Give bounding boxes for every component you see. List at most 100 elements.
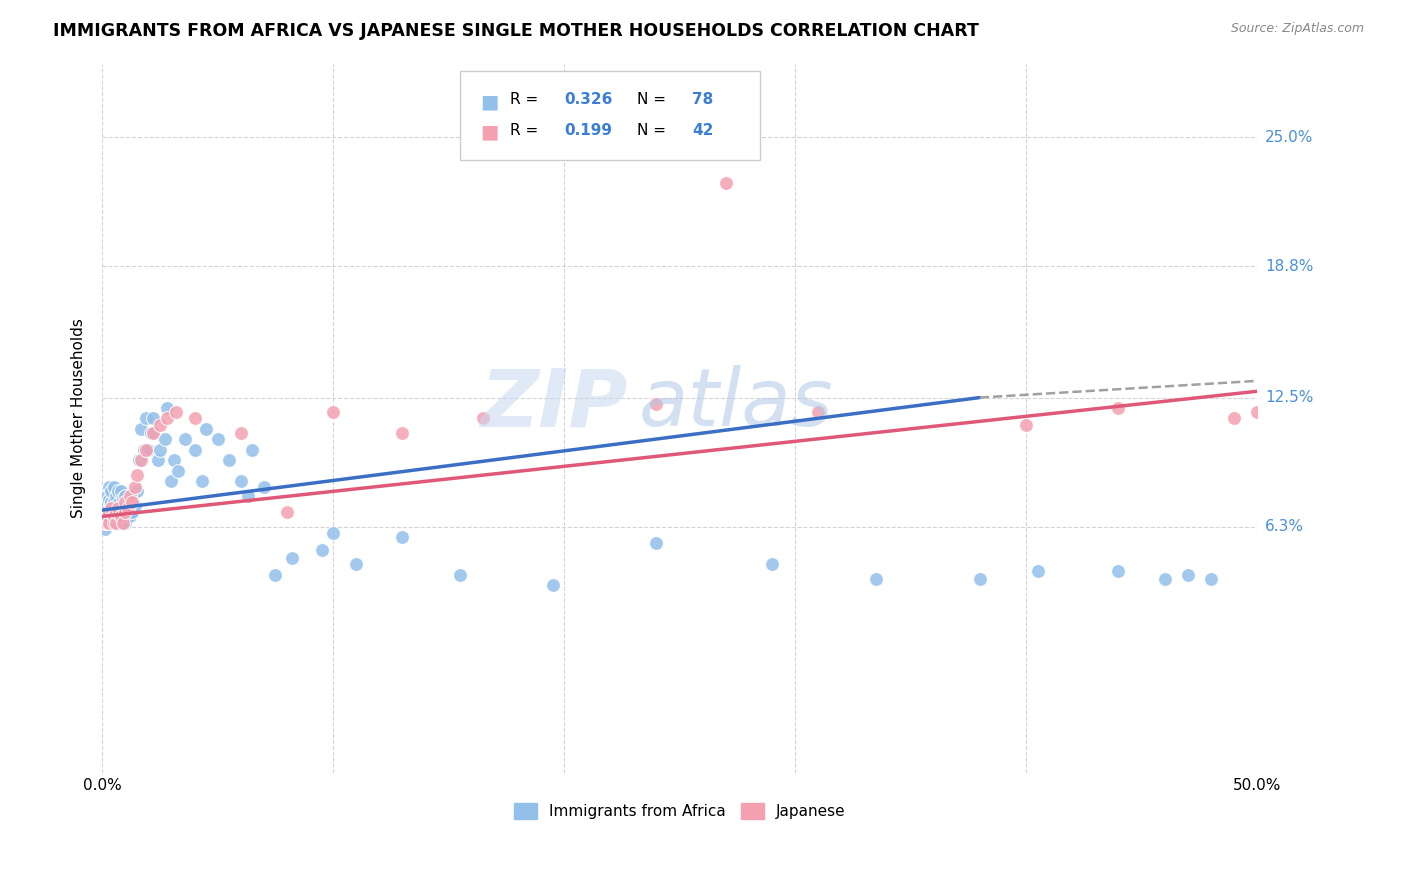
- Text: ■: ■: [479, 123, 498, 142]
- Point: [100, 484, 122, 499]
- Text: 42: 42: [692, 123, 714, 138]
- Point: [135, 411, 157, 425]
- Point: [218, 453, 240, 467]
- Point: [311, 542, 333, 557]
- Point: [153, 432, 176, 446]
- Point: [98, 501, 121, 516]
- Point: [111, 505, 134, 519]
- Point: [110, 499, 132, 513]
- Point: [105, 501, 128, 516]
- Point: [117, 492, 139, 507]
- Point: [103, 495, 125, 509]
- Point: [195, 422, 218, 436]
- Point: [174, 432, 197, 446]
- Point: [114, 505, 136, 519]
- Text: 78: 78: [692, 93, 713, 107]
- Point: [96, 509, 118, 524]
- Point: [124, 480, 146, 494]
- Point: [118, 509, 141, 524]
- Text: N =: N =: [637, 93, 671, 107]
- Point: [107, 484, 129, 499]
- Point: [472, 411, 495, 425]
- Text: atlas: atlas: [640, 365, 834, 443]
- Point: [118, 489, 141, 503]
- Point: [207, 432, 229, 446]
- Point: [645, 536, 668, 550]
- Point: [100, 495, 122, 509]
- Point: [98, 480, 121, 494]
- Point: [149, 417, 172, 432]
- Point: [96, 497, 118, 511]
- Point: [103, 516, 125, 530]
- Text: IMMIGRANTS FROM AFRICA VS JAPANESE SINGLE MOTHER HOUSEHOLDS CORRELATION CHART: IMMIGRANTS FROM AFRICA VS JAPANESE SINGL…: [53, 22, 980, 40]
- Point: [391, 425, 413, 440]
- Text: ZIP: ZIP: [481, 365, 627, 443]
- Point: [105, 516, 128, 530]
- Point: [105, 489, 128, 503]
- Text: 6.3%: 6.3%: [1265, 519, 1305, 534]
- Point: [1026, 564, 1049, 578]
- Point: [114, 489, 136, 503]
- Point: [276, 505, 298, 519]
- Point: [96, 509, 118, 524]
- Point: [98, 492, 121, 507]
- Point: [125, 467, 148, 482]
- Point: [132, 442, 155, 457]
- Point: [146, 453, 169, 467]
- Text: 12.5%: 12.5%: [1265, 390, 1313, 405]
- Point: [165, 405, 187, 419]
- Point: [156, 401, 179, 415]
- Text: R =: R =: [510, 123, 543, 138]
- Point: [131, 453, 153, 467]
- FancyBboxPatch shape: [460, 71, 761, 160]
- Point: [103, 480, 125, 494]
- Point: [969, 572, 991, 586]
- Point: [1223, 411, 1246, 425]
- Point: [229, 425, 252, 440]
- Text: 0.326: 0.326: [564, 93, 613, 107]
- Point: [344, 558, 367, 572]
- Point: [121, 505, 143, 519]
- Point: [1199, 572, 1222, 586]
- Point: [100, 501, 122, 516]
- Point: [131, 422, 153, 436]
- Point: [114, 495, 136, 509]
- Point: [449, 567, 471, 582]
- Point: [322, 405, 344, 419]
- Legend: Immigrants from Africa, Japanese: Immigrants from Africa, Japanese: [508, 797, 852, 825]
- Point: [163, 453, 186, 467]
- Point: [264, 567, 287, 582]
- Y-axis label: Single Mother Households: Single Mother Households: [72, 318, 86, 518]
- Point: [541, 578, 564, 592]
- Point: [98, 516, 121, 530]
- Text: 18.8%: 18.8%: [1265, 259, 1313, 274]
- Point: [103, 505, 125, 519]
- Point: [107, 497, 129, 511]
- Point: [714, 176, 737, 190]
- Point: [1246, 405, 1268, 419]
- Point: [107, 509, 129, 524]
- Point: [121, 491, 143, 505]
- Point: [1015, 417, 1038, 432]
- Point: [114, 501, 136, 516]
- Point: [114, 516, 136, 530]
- Point: [125, 484, 148, 499]
- Point: [110, 509, 132, 524]
- Point: [1107, 564, 1129, 578]
- Point: [865, 572, 887, 586]
- Point: [149, 442, 172, 457]
- Point: [236, 489, 259, 503]
- Point: [280, 551, 302, 566]
- Point: [1177, 567, 1199, 582]
- Text: 0.199: 0.199: [564, 123, 612, 138]
- Point: [183, 442, 205, 457]
- Point: [183, 411, 205, 425]
- Point: [391, 530, 413, 544]
- Point: [103, 509, 125, 524]
- Point: [229, 474, 252, 488]
- Point: [98, 505, 121, 519]
- Text: Source: ZipAtlas.com: Source: ZipAtlas.com: [1230, 22, 1364, 36]
- Text: ■: ■: [479, 93, 498, 112]
- Point: [105, 516, 128, 530]
- Point: [107, 501, 129, 516]
